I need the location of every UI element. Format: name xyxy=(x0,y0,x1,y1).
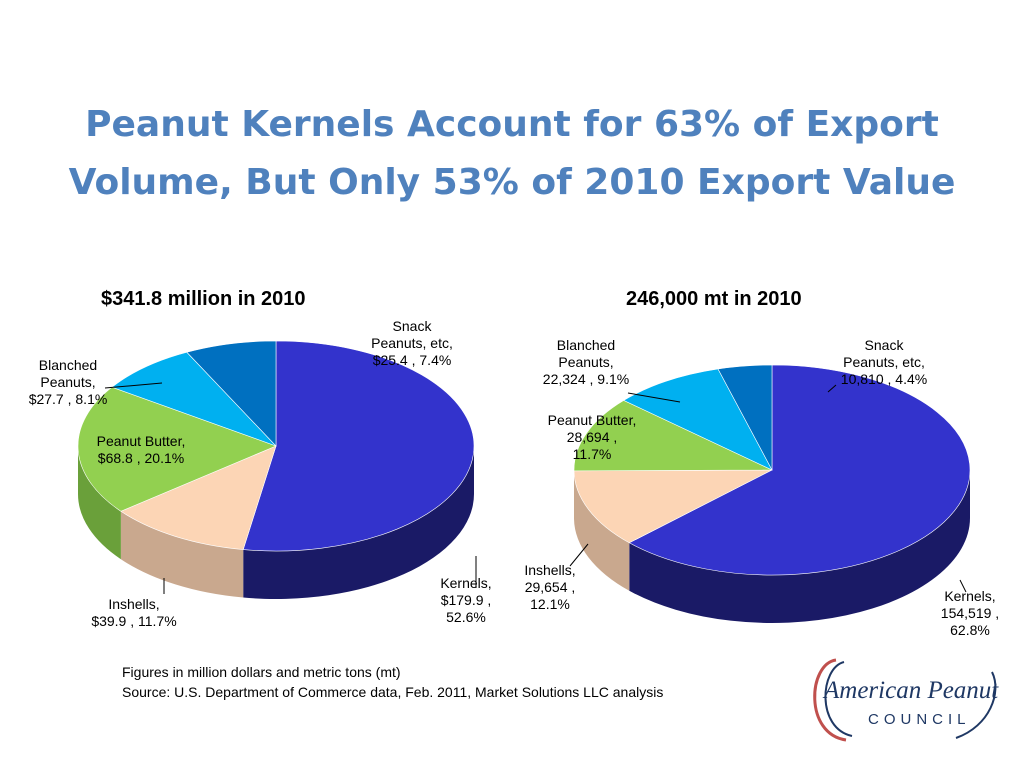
pie-0-slice-blanched-peanuts xyxy=(111,351,277,447)
pie-1-slice-peanut-butter xyxy=(573,400,773,472)
pie-0-wall-peanut-butter xyxy=(78,446,121,560)
pie-0-slice-kernels xyxy=(242,340,475,552)
pie-0-label-peanut-butter: Peanut Butter, $68.8 , 20.1% xyxy=(97,433,186,466)
logo-text-line-1: American Peanut xyxy=(822,677,999,704)
pie-1-label-snack-peanuts: Snack Peanuts, etc, 10,810 , 4.4% xyxy=(841,337,927,387)
pie-1-label-kernels: Kernels, 154,519 , 62.8% xyxy=(941,588,999,638)
pie-1-leader-snack-peanuts xyxy=(827,384,837,393)
pie-0-label-kernels: Kernels, $179.9 , 52.6% xyxy=(440,575,491,625)
slide-title: Peanut Kernels Account for 63% of Export… xyxy=(40,96,984,212)
pie-1-leader-kernels xyxy=(959,579,967,593)
right-chart-title: 246,000 mt in 2010 xyxy=(626,288,802,310)
pie-0-slice-inshells xyxy=(120,445,277,550)
pie-0-leader-blanched-peanuts xyxy=(104,382,163,389)
pie-1-wall-kernels xyxy=(629,470,970,623)
title-line-2: Volume, But Only 53% of 2010 Export Valu… xyxy=(68,162,956,203)
pie-1-leader-blanched-peanuts xyxy=(627,392,681,403)
pie-1-slice-blanched-peanuts xyxy=(623,368,773,471)
footnote-units: Figures in million dollars and metric to… xyxy=(122,664,401,680)
pie-0-label-inshells: Inshells, $39.9 , 11.7% xyxy=(91,596,176,629)
pie-0-label-blanched-peanuts: Blanched Peanuts, $27.7 , 8.1% xyxy=(29,357,108,407)
pie-1-slice-inshells xyxy=(573,469,773,544)
pie-1-wall-inshells xyxy=(574,470,630,591)
title-line-1: Peanut Kernels Account for 63% of Export xyxy=(85,104,939,145)
footnote-source: Source: U.S. Department of Commerce data… xyxy=(122,684,664,700)
pie-0-wall-kernels xyxy=(243,446,474,599)
pie-1-slice-kernels xyxy=(628,364,971,576)
pie-0-wall-inshells xyxy=(120,511,244,598)
pie-0-label-snack-peanuts: Snack Peanuts, etc, $25.4 , 7.4% xyxy=(371,318,453,368)
pie-0-slice-snack-peanuts xyxy=(186,340,277,447)
pie-1-slice-snack-peanuts xyxy=(717,364,773,471)
pie-1-leader-inshells xyxy=(569,543,589,567)
pie-0-slice-peanut-butter xyxy=(77,386,277,512)
left-chart-title: $341.8 million in 2010 xyxy=(101,288,306,310)
pie-1-label-blanched-peanuts: Blanched Peanuts, 22,324 , 9.1% xyxy=(543,337,629,387)
pie-1-label-inshells: Inshells, 29,654 , 12.1% xyxy=(524,562,575,612)
american-peanut-council-logo: American Peanut COUNCIL xyxy=(813,658,999,742)
pie-1-label-peanut-butter: Peanut Butter, 28,694 , 11.7% xyxy=(548,412,637,462)
logo-text-line-2: COUNCIL xyxy=(868,711,971,728)
